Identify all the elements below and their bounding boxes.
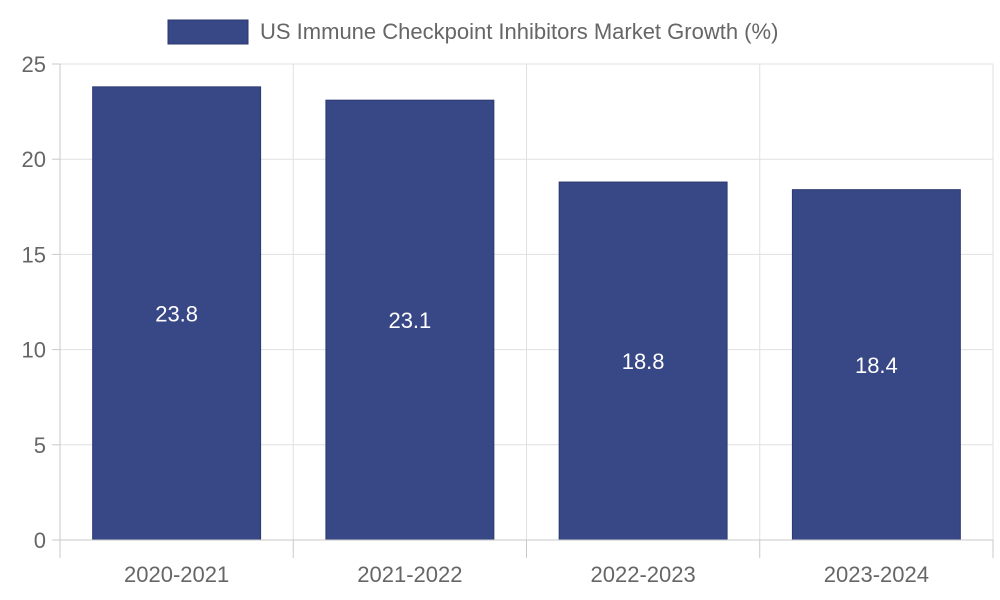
- legend-swatch: [167, 19, 249, 45]
- x-tick-label: 2023-2024: [824, 562, 929, 587]
- bar[interactable]: [325, 99, 495, 541]
- bars: [92, 86, 961, 541]
- y-tick-label: 20: [22, 147, 46, 172]
- y-tick-label: 0: [34, 528, 46, 553]
- legend-label: US Immune Checkpoint Inhibitors Market G…: [260, 19, 778, 44]
- bar-value-label: 18.4: [855, 353, 898, 378]
- bar[interactable]: [92, 86, 262, 541]
- y-tick-label: 5: [34, 433, 46, 458]
- labels: 0 5 10 15 20 25 23.8 2020-2021 23.1 2021-2022 18.8…: [22, 52, 929, 587]
- x-tick-label: 2020-2021: [124, 562, 229, 587]
- legend[interactable]: US Immune Checkpoint Inhibitors Market G…: [167, 19, 778, 45]
- x-tick-label: 2021-2022: [357, 562, 462, 587]
- y-tick-label: 15: [22, 242, 46, 267]
- bar-value-label: 23.8: [155, 301, 198, 326]
- y-tick-label: 25: [22, 52, 46, 77]
- bar-value-label: 18.8: [622, 349, 665, 374]
- y-tick-label: 10: [22, 338, 46, 363]
- x-tick-label: 2022-2023: [591, 562, 696, 587]
- bar[interactable]: [791, 189, 961, 541]
- bar-value-label: 23.1: [388, 308, 431, 333]
- axes: [52, 63, 994, 558]
